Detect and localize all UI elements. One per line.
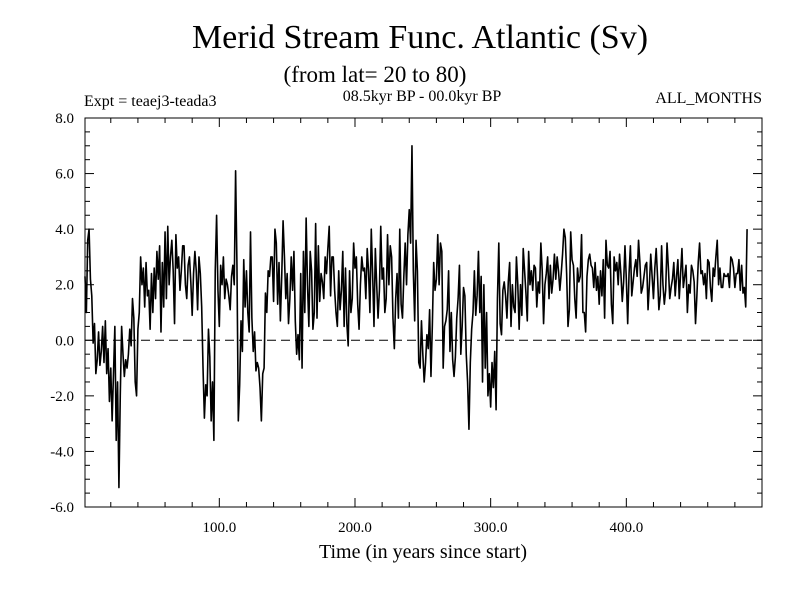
months-label: ALL_MONTHS bbox=[655, 90, 762, 107]
x-axis-label: Time (in years since start) bbox=[319, 541, 527, 563]
y-tick-label: 4.0 bbox=[55, 222, 74, 238]
x-tick-label: 100.0 bbox=[202, 520, 236, 536]
y-tick-label: 8.0 bbox=[55, 111, 74, 127]
chart-subtitle: (from lat= 20 to 80) bbox=[284, 62, 467, 87]
y-tick-label: -6.0 bbox=[50, 500, 74, 516]
chart-title: Merid Stream Func. Atlantic (Sv) bbox=[192, 19, 648, 56]
series-layer bbox=[84, 144, 748, 489]
y-tick-label-layer: -6.0 -4.0 -2.0 0.0 2.0 4.0 6.0 8.0 bbox=[50, 111, 74, 516]
y-tick-label: 0.0 bbox=[55, 333, 74, 349]
experiment-label: Expt = teaej3-teada3 bbox=[84, 93, 217, 110]
y-tick-label: 2.0 bbox=[55, 278, 74, 294]
y-tick-label: -2.0 bbox=[50, 389, 74, 405]
period-label: 08.5kyr BP - 00.0kyr BP bbox=[343, 88, 502, 105]
x-tick-label-layer: 100.0 200.0 300.0 400.0 bbox=[202, 520, 643, 536]
y-tick-label: -4.0 bbox=[50, 444, 74, 460]
x-tick-label: 200.0 bbox=[338, 520, 372, 536]
x-tick-label: 400.0 bbox=[609, 520, 643, 536]
y-tick-label: 6.0 bbox=[55, 167, 74, 183]
series-line-0 bbox=[84, 144, 748, 489]
plot-frame bbox=[84, 117, 763, 508]
x-tick-label: 300.0 bbox=[474, 520, 508, 536]
